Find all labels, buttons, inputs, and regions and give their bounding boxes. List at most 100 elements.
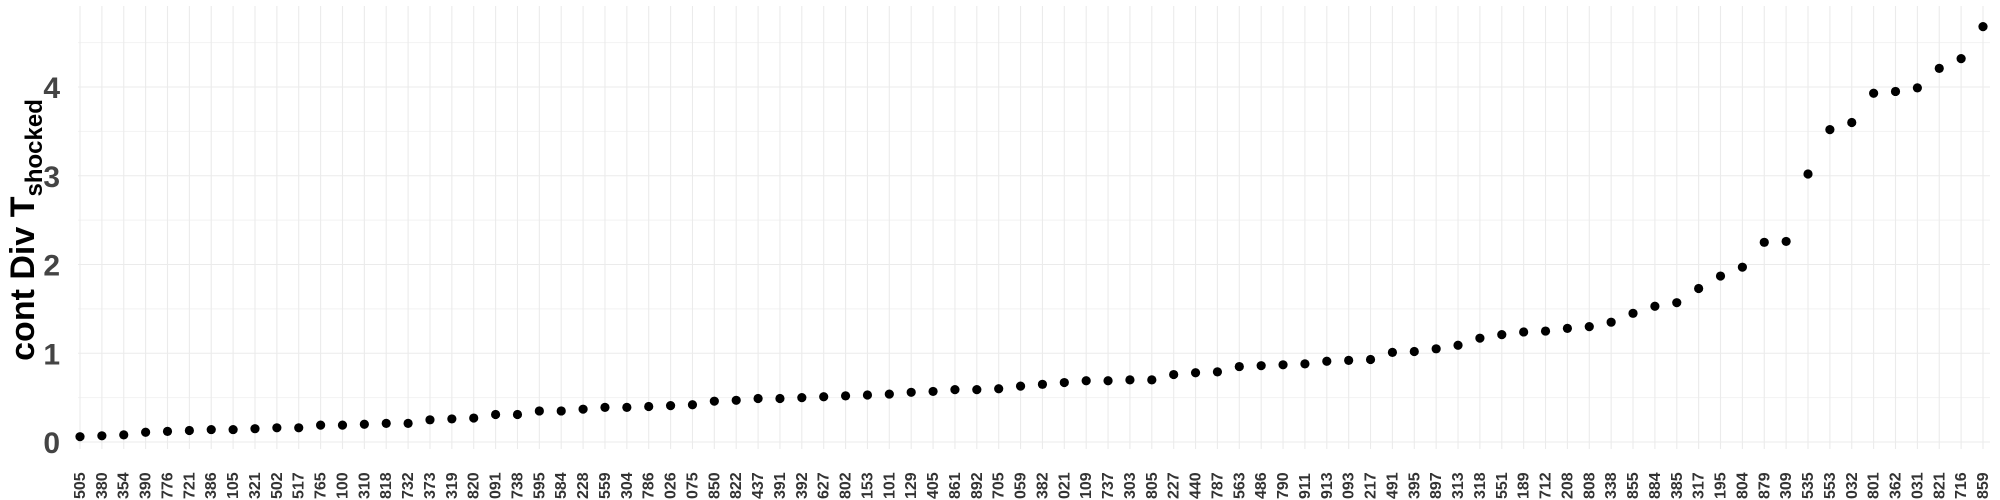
data-point	[1912, 83, 1922, 93]
x-tick-label: 805	[1144, 472, 1161, 499]
data-point	[119, 430, 129, 440]
x-tick-label: 486	[1253, 472, 1270, 499]
data-point	[1715, 271, 1726, 281]
data-point	[75, 432, 85, 442]
x-tick-label: 321	[247, 472, 264, 499]
data-point	[1322, 356, 1332, 366]
data-point	[1431, 344, 1441, 354]
grid	[78, 6, 1990, 449]
x-tick-label: 822	[728, 472, 745, 499]
data-point	[1212, 367, 1223, 377]
x-tick-label: 821	[1931, 472, 1948, 499]
x-tick-label: 385	[1669, 472, 1686, 499]
x-tick-label: 505	[72, 472, 89, 499]
data-point	[1540, 326, 1551, 336]
data-point	[600, 402, 610, 412]
x-tick-label: 804	[1734, 472, 1751, 499]
x-tick-label: 390	[138, 472, 155, 499]
data-point	[1300, 359, 1310, 369]
x-tick-label: 884	[1647, 472, 1664, 499]
data-point	[797, 393, 807, 403]
x-tick-label: 338	[1603, 472, 1620, 499]
x-tick-label: 105	[225, 472, 242, 499]
data-point	[294, 423, 304, 433]
x-tick-label: 553	[1822, 472, 1839, 499]
x-tick-label: 786	[641, 472, 658, 499]
data-point	[403, 418, 413, 428]
x-tick-label: 303	[1122, 472, 1139, 499]
x-tick-label: 765	[313, 472, 330, 499]
y-tick-label: 4	[43, 72, 60, 105]
data-point	[228, 424, 238, 435]
x-tick-label: 189	[1516, 472, 1533, 499]
x-tick-label: 362	[1888, 472, 1905, 499]
x-axis-ticks: 505 380 354 390 776 721 386 105 321 502 517 765 100 3…	[72, 472, 1992, 499]
x-tick-label: 386	[203, 472, 220, 499]
data-points	[75, 22, 1988, 442]
x-tick-label: 091	[488, 472, 505, 499]
x-tick-label: 021	[1056, 472, 1073, 499]
data-point	[359, 419, 369, 429]
data-point	[753, 393, 763, 404]
x-tick-label: 354	[116, 472, 133, 499]
x-tick-label: 227	[1166, 472, 1183, 499]
data-point	[1497, 330, 1507, 340]
data-point	[1519, 327, 1529, 337]
data-point	[687, 400, 698, 410]
data-point	[1694, 283, 1704, 294]
x-tick-label: 850	[706, 472, 723, 499]
data-point	[337, 420, 348, 430]
data-point	[1453, 340, 1463, 350]
x-tick-label: 318	[1472, 472, 1489, 499]
x-tick-label: 032	[1844, 472, 1861, 499]
x-tick-label: 313	[1450, 472, 1467, 499]
x-tick-label: 776	[159, 472, 176, 499]
x-tick-label: 563	[1231, 472, 1248, 499]
data-point	[731, 395, 741, 405]
x-tick-label: 392	[794, 472, 811, 499]
x-tick-label: 026	[663, 472, 680, 499]
x-tick-label: 911	[1297, 473, 1314, 499]
data-point	[1278, 360, 1288, 370]
data-point	[1628, 308, 1638, 318]
x-tick-label: 820	[466, 472, 483, 499]
data-point	[1890, 86, 1901, 97]
x-tick-label: 228	[575, 472, 592, 499]
data-point	[512, 409, 523, 420]
x-tick-label: 491	[1384, 472, 1401, 499]
y-axis-ticks: 0 1 2 3 4	[43, 72, 60, 460]
data-point	[272, 423, 282, 433]
x-tick-label: 373	[422, 472, 439, 499]
x-tick-label: 584	[553, 472, 570, 499]
data-point	[469, 413, 479, 423]
x-tick-label: 153	[859, 472, 876, 499]
data-point	[184, 425, 194, 436]
x-tick-label: 808	[1581, 472, 1598, 499]
x-tick-label: 310	[356, 472, 373, 499]
data-point	[1562, 323, 1573, 333]
data-point	[1387, 347, 1398, 357]
data-point	[250, 424, 260, 434]
data-point	[819, 392, 829, 402]
x-tick-label: 732	[400, 472, 417, 499]
data-point	[1344, 355, 1354, 365]
data-point	[1103, 376, 1113, 386]
data-point	[1803, 169, 1813, 179]
data-point	[906, 387, 916, 397]
x-tick-label: 382	[1034, 472, 1051, 499]
y-tick-label: 1	[43, 338, 60, 371]
data-point	[1081, 376, 1091, 386]
data-point	[1781, 236, 1791, 247]
x-tick-label: 319	[444, 472, 461, 499]
x-tick-label: 913	[1319, 472, 1336, 499]
x-tick-label: 217	[1363, 472, 1380, 499]
data-point	[622, 402, 632, 412]
x-tick-label: 031	[1909, 472, 1926, 499]
data-point	[490, 409, 501, 420]
data-point	[162, 426, 173, 436]
data-point	[1190, 368, 1201, 378]
data-point	[709, 396, 719, 406]
x-tick-label: 109	[1078, 472, 1095, 499]
data-point	[928, 386, 938, 397]
data-point	[1869, 88, 1879, 98]
